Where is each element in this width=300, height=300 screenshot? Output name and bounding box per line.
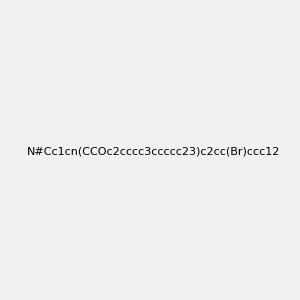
Text: N#Cc1cn(CCOc2cccc3ccccc23)c2cc(Br)ccc12: N#Cc1cn(CCOc2cccc3ccccc23)c2cc(Br)ccc12 xyxy=(27,146,280,157)
